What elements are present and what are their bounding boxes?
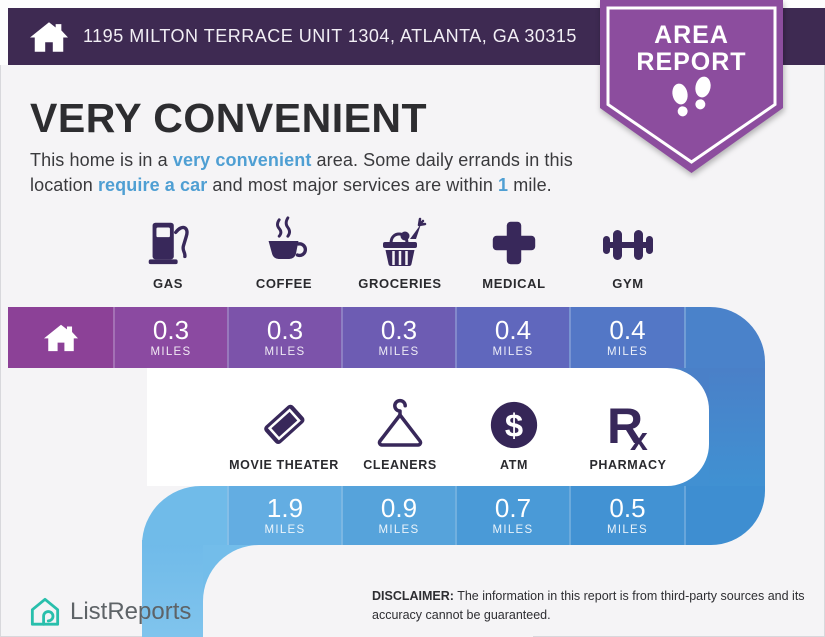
movie-ticket-icon (264, 404, 305, 444)
disclaimer-label: DISCLAIMER: (372, 589, 454, 603)
snake-left-connector (142, 540, 203, 637)
distance-unit: MILES (492, 524, 534, 536)
poi-pharmacy: R x PHARMACY (558, 394, 698, 472)
bar-end-cap (684, 486, 765, 545)
distance-unit: MILES (264, 524, 306, 536)
disclaimer-line: The information in this report is from t… (453, 589, 805, 603)
poi-label: ATM (500, 458, 528, 472)
distance-segment-gas: 0.3 MILES (113, 307, 227, 368)
footprints-icon (672, 76, 711, 117)
home-icon (43, 324, 78, 352)
poi-cleaners: CLEANERS (330, 394, 470, 472)
distance-segment-pharmacy: 0.5 MILES (569, 486, 684, 545)
listreports-brand: ListReports (30, 597, 191, 627)
grocery-basket-icon (383, 217, 427, 266)
distance-unit: MILES (378, 346, 420, 358)
poi-coffee: COFFEE (214, 212, 354, 291)
poi-label: GROCERIES (358, 276, 442, 291)
summary-highlight: very convenient (172, 150, 312, 170)
coffee-cup-icon (268, 216, 308, 259)
distance-value: 0.3 (266, 315, 304, 345)
summary-highlight: require a car (97, 174, 208, 195)
svg-text:$: $ (505, 407, 523, 444)
summary-part: and most major services are within (207, 174, 499, 195)
medical-cross-icon (492, 221, 536, 265)
poi-atm: $ ATM (444, 394, 584, 472)
poi-row2-panel (147, 368, 709, 486)
poi-movie-theater: MOVIE THEATER (214, 394, 354, 472)
distance-unit: MILES (606, 346, 648, 358)
listreports-logo-icon (30, 597, 60, 626)
svg-text:R: R (607, 398, 643, 452)
distance-segment-groceries: 0.3 MILES (341, 307, 455, 368)
poi-label: GYM (612, 276, 644, 291)
page-title: VERY CONVENIENT (30, 95, 428, 141)
distance-segment-gym: 0.4 MILES (569, 307, 684, 368)
page-margin (0, 0, 825, 8)
distance-value: 0.5 (609, 493, 646, 523)
poi-label: MOVIE THEATER (229, 458, 339, 472)
area-report-badge: AREA REPORT (600, 0, 783, 173)
poi-label: COFFEE (255, 276, 313, 291)
home-segment (8, 307, 113, 368)
badge-line2: REPORT (636, 48, 747, 76)
distance-segment-movie-theater: 1.9 MILES (227, 486, 341, 545)
property-address: 1195 MILTON TERRACE UNIT 1304, ATLANTA, … (83, 26, 577, 46)
poi-gas: GAS (98, 212, 238, 291)
distance-segment-atm: 0.7 MILES (455, 486, 569, 545)
disclaimer-text: DISCLAIMER: The information in this repo… (372, 587, 812, 625)
badge-pennant-shape (600, 0, 783, 173)
atm-dollar-icon: $ (490, 401, 538, 449)
distance-unit: MILES (492, 346, 534, 358)
summary-part: mile. (508, 174, 552, 195)
distance-value: 0.4 (494, 315, 532, 345)
dumbbell-icon (603, 230, 653, 260)
footer-panel (203, 545, 533, 637)
distance-value: 0.9 (380, 493, 418, 523)
distance-segment-cleaners: 0.9 MILES (341, 486, 455, 545)
home-icon (30, 22, 68, 52)
distance-unit: MILES (606, 524, 648, 536)
distance-segment-coffee: 0.3 MILES (227, 307, 341, 368)
snake-right-connector (709, 368, 765, 486)
bar-start-cap (142, 486, 227, 545)
distance-bar-1: 0.3 MILES 0.3 MILES 0.3 MILES 0.4 MILES … (8, 307, 765, 368)
hanger-icon (377, 398, 423, 447)
svg-text:x: x (630, 421, 648, 452)
poi-label: MEDICAL (482, 276, 546, 291)
poi-label: PHARMACY (589, 458, 667, 472)
poi-medical: MEDICAL (444, 212, 584, 291)
distance-value: 0.7 (494, 493, 532, 523)
distance-segment-medical: 0.4 MILES (455, 307, 569, 368)
poi-label: CLEANERS (363, 458, 437, 472)
disclaimer-line: accuracy cannot be guaranteed. (372, 607, 551, 622)
brand-name: ListReports (70, 598, 192, 625)
distance-unit: MILES (378, 524, 420, 536)
distance-value: 0.4 (609, 315, 646, 345)
distance-value: 1.9 (266, 493, 304, 523)
distance-value: 0.3 (380, 315, 418, 345)
distance-bar-2: 1.9 MILES 0.9 MILES 0.7 MILES 0.5 MILES (142, 486, 765, 545)
gas-pump-icon (148, 222, 189, 265)
summary-highlight: 1 (498, 174, 509, 195)
poi-label: GAS (153, 276, 183, 291)
poi-gym: GYM (558, 212, 698, 291)
poi-groceries: GROCERIES (330, 212, 470, 291)
page-margin (0, 0, 8, 65)
rx-icon: R x (607, 398, 648, 452)
summary-part: This home is in a (30, 150, 173, 170)
summary-part: area. Some daily errands in this locatio… (30, 150, 573, 195)
summary-text: This home is in a very convenient area. … (30, 148, 608, 198)
distance-unit: MILES (150, 346, 192, 358)
bar-end-cap (684, 307, 765, 368)
badge-line1: AREA (654, 21, 729, 49)
distance-value: 0.3 (152, 315, 190, 345)
distance-unit: MILES (264, 346, 306, 358)
